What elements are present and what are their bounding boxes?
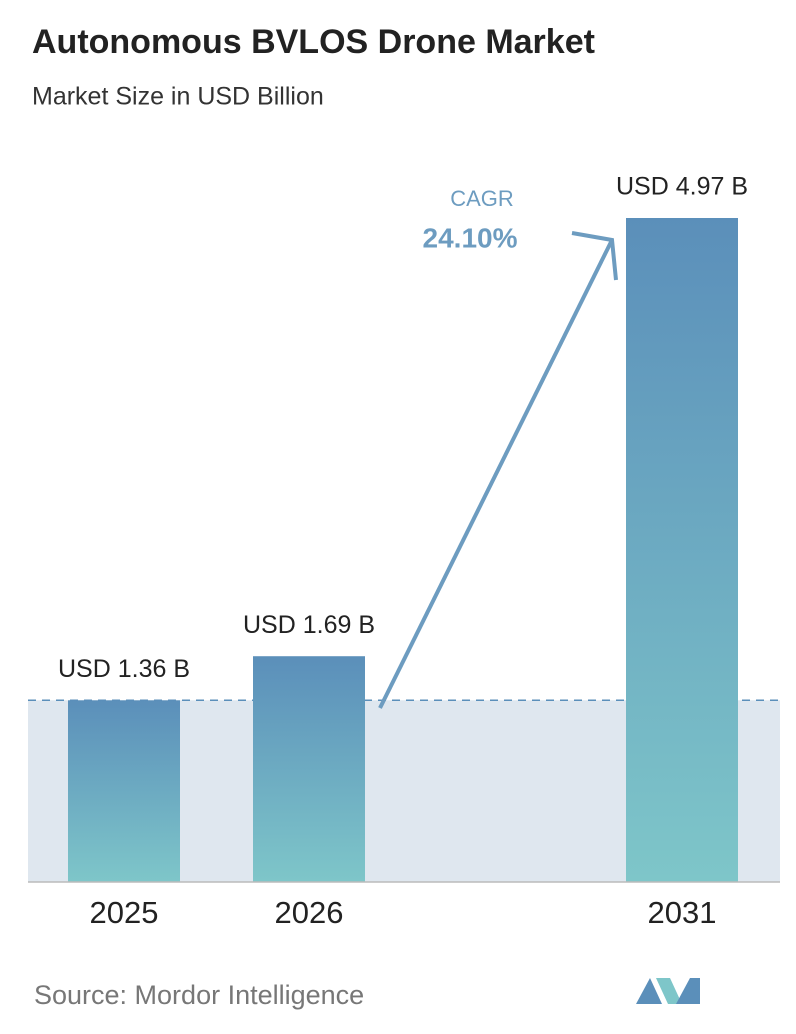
x-tick-label: 2031: [648, 895, 717, 930]
chart-subtitle: Market Size in USD Billion: [32, 83, 324, 111]
x-tick-label: 2026: [275, 895, 344, 930]
logo: [636, 978, 700, 1004]
bar: [626, 218, 738, 882]
value-label: USD 1.69 B: [243, 611, 375, 639]
x-tick-label: 2025: [90, 895, 159, 930]
value-label: USD 4.97 B: [616, 173, 748, 201]
chart-title: Autonomous BVLOS Drone Market: [32, 23, 595, 61]
value-label: USD 1.36 B: [58, 655, 190, 683]
cagr-label: CAGR: [450, 186, 514, 211]
bar: [253, 656, 365, 882]
cagr-arrow: [378, 239, 614, 709]
bar: [68, 700, 180, 882]
cagr-value: 24.10%: [423, 222, 518, 253]
source: Source: Mordor Intelligence: [34, 980, 364, 1010]
cagr-arrow-head: [571, 231, 618, 281]
